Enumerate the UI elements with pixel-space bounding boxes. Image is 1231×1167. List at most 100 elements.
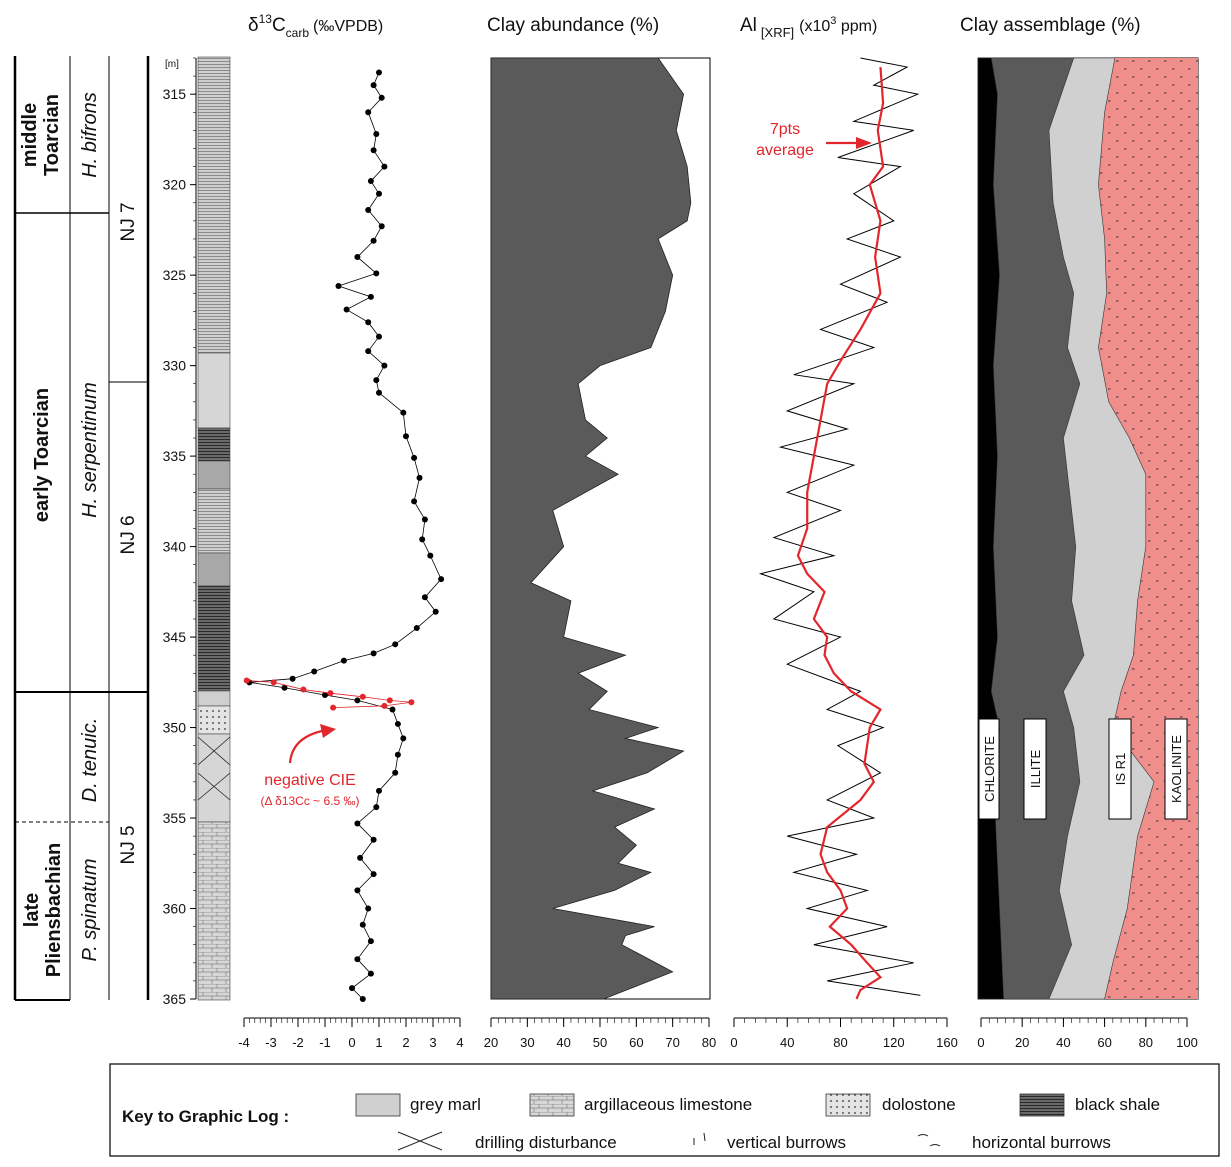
zone-bifrons: H. bifrons (79, 92, 101, 178)
d13c-point (376, 389, 382, 396)
d13c-point (370, 871, 377, 878)
d13c-point (357, 854, 364, 861)
mineral-label-illite: ILLITE (1028, 750, 1043, 789)
x-tick-label: 40 (1056, 1035, 1070, 1050)
d13c-point (370, 82, 377, 89)
legend-argillaceous-limestone: argillaceous limestone (584, 1095, 752, 1114)
depth-tick-label: 350 (163, 720, 187, 736)
d13c-point (373, 804, 380, 811)
cie-detail: (Δ δ13Cc ~ 6.5 ‰) (260, 794, 359, 808)
depth-tick-label: 320 (163, 177, 187, 193)
d13c-point (370, 237, 377, 244)
swatch-black-shale (1019, 1093, 1065, 1117)
d13c-plot (243, 69, 445, 1002)
d13c-point (376, 190, 382, 197)
x-tick-label: -4 (238, 1035, 250, 1050)
swatch-argillaceous-limestone (529, 1093, 575, 1117)
d13c-point (349, 985, 355, 992)
mineral-label-kaolinite: KAOLINITE (1169, 735, 1184, 803)
clay-abundance-plot (490, 57, 692, 1000)
d13c-point (367, 938, 374, 945)
stage-middle: middle (19, 103, 41, 167)
d13c-point (419, 536, 426, 543)
d13c-point (438, 576, 445, 583)
stage-early-toarcian: early Toarcian (31, 388, 53, 522)
x-tick-label: -1 (319, 1035, 331, 1050)
depth-tick-label: 335 (163, 448, 187, 464)
x-tick-label: 80 (1139, 1035, 1153, 1050)
d13c-point (281, 684, 288, 691)
d13c-point (421, 594, 428, 601)
mineral-labels: CHLORITE ILLITE IS R1 KAOLINITE (978, 718, 1188, 820)
d13c-point (343, 306, 350, 313)
depth-tick-label: 345 (163, 629, 187, 645)
clay-assemblage-header: Clay assemblage (%) (960, 15, 1141, 36)
d13c-point (400, 735, 407, 742)
d13c-point (365, 905, 372, 912)
zone-tenuic: D. tenuic. (79, 718, 101, 802)
d13c-point (432, 608, 439, 615)
avg-label-2: average (756, 142, 814, 159)
depth-tick-label: 315 (163, 86, 187, 102)
legend-title: Key to Graphic Log : (122, 1107, 289, 1126)
d13c-point (381, 362, 388, 369)
mineral-label-is-r1: IS R1 (1113, 753, 1128, 786)
al-line-raw (758, 57, 921, 996)
zone-spinatum: P. spinatum (79, 858, 101, 961)
d13c-point (421, 516, 428, 523)
depth-tick-label: 365 (163, 991, 187, 1007)
d13c-point (370, 650, 377, 657)
d13c-point (376, 69, 382, 76)
x-tick-label: 160 (936, 1035, 958, 1050)
legend-dolostone: dolostone (882, 1095, 956, 1114)
d13c-point (354, 254, 361, 261)
swatch-grey-marl (355, 1093, 401, 1117)
clay-assemblage-plot (977, 57, 1198, 1000)
d13c-point (378, 94, 385, 101)
d13c-point (403, 433, 409, 440)
d13c-point (289, 675, 296, 682)
x-tick-label: -2 (292, 1035, 304, 1050)
x-tick-label: 40 (556, 1035, 570, 1050)
x-tick-label: 2 (402, 1035, 409, 1050)
d13c-point (354, 820, 361, 827)
zone-serpentinum: H. serpentinum (79, 382, 101, 518)
d13c-point (416, 474, 423, 481)
d13c-point (359, 996, 366, 1002)
depth-tick-label: 340 (163, 539, 187, 555)
d13c-point (400, 409, 407, 416)
d13c-point (367, 178, 374, 185)
swatch-dolostone (825, 1093, 871, 1117)
d13c-point (411, 454, 418, 461)
d13c-point (392, 641, 399, 648)
depth-tick-label: 330 (163, 358, 187, 374)
d13c-point (370, 836, 377, 843)
d13c-point (322, 691, 328, 698)
avg-label-1: 7pts (770, 121, 800, 138)
al-header: Al [XRF] (x103 ppm) (740, 15, 877, 40)
d13c-point (392, 769, 399, 776)
x-tick-label: -3 (265, 1035, 277, 1050)
d13c-point (311, 668, 318, 675)
d13c-point (394, 720, 401, 727)
d13c-point (327, 690, 334, 697)
d13c-point (354, 697, 361, 704)
average-annotation: 7pts average (756, 121, 872, 159)
d13c-point (367, 293, 374, 300)
nannozone-nj7: NJ 7 (118, 202, 139, 241)
x-tick-label: 80 (833, 1035, 847, 1050)
clay-abundance-header: Clay abundance (%) (487, 15, 659, 36)
x-tick-label: 20 (1015, 1035, 1029, 1050)
d13c-point (365, 109, 372, 116)
x-tick-label: 30 (520, 1035, 534, 1050)
al-line-7pts-average (796, 66, 885, 1000)
d13c-point (330, 704, 337, 711)
stage-pliensbachian: Pliensbachian (43, 843, 65, 978)
stratigraphy-columns (13, 56, 150, 1001)
x-tick-label: 0 (730, 1035, 737, 1050)
x-tick-label: 0 (977, 1035, 984, 1050)
d13c-point (365, 348, 372, 355)
d13c-point (359, 921, 366, 928)
depth-tick-label: 355 (163, 810, 187, 826)
